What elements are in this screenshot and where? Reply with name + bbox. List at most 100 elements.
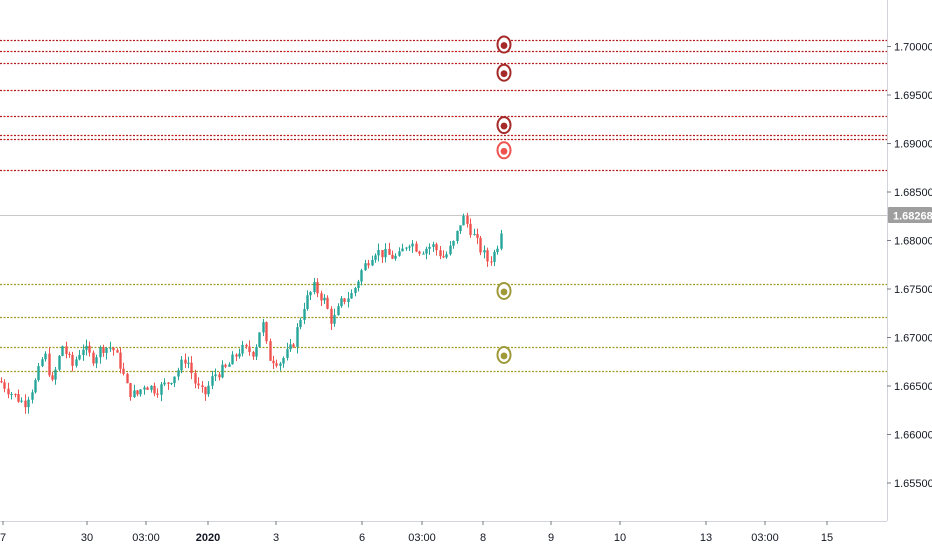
candle-body	[350, 293, 353, 299]
candle	[116, 348, 119, 353]
time-tick-label: 15	[821, 532, 833, 544]
resistance-marker-1[interactable]	[496, 63, 512, 82]
price-tick-label: 1.70000	[894, 42, 932, 54]
candle-body	[156, 393, 159, 395]
time-tick-label: 13	[700, 532, 712, 544]
candle	[357, 279, 360, 292]
horizontal-levels	[0, 39, 887, 373]
candle-body	[177, 370, 180, 377]
candle	[408, 244, 411, 252]
candle	[296, 323, 299, 354]
candle	[347, 291, 350, 308]
candle	[58, 354, 61, 372]
candle-body	[68, 353, 71, 355]
candle	[184, 353, 187, 368]
candle	[248, 340, 251, 356]
price-axis[interactable]: 1.70000 1.69500 1.69000 1.68500 1.68000 1.675…	[887, 0, 932, 521]
candle-body	[469, 223, 472, 235]
candle-body	[221, 364, 224, 378]
resistance-marker-3[interactable]	[496, 141, 512, 160]
candle	[167, 382, 170, 390]
price-tick-label: 1.68000	[894, 236, 932, 248]
candle-body	[197, 383, 200, 386]
support-marker-0[interactable]	[496, 281, 512, 300]
candle-body	[306, 295, 309, 309]
candle-body	[483, 250, 486, 253]
candle	[479, 235, 482, 256]
time-tick-label: 9	[548, 532, 554, 544]
candle-body	[129, 383, 132, 398]
candle-body	[160, 384, 163, 395]
candle-body	[146, 387, 149, 390]
candle-body	[211, 376, 214, 386]
candle-body	[180, 359, 183, 371]
candle	[3, 379, 6, 393]
price-tick-label: 1.66500	[894, 381, 932, 393]
candle-body	[374, 255, 377, 260]
candle-body	[411, 243, 414, 247]
candle	[360, 268, 363, 286]
candle-body	[31, 392, 34, 400]
candle-body	[224, 364, 227, 367]
candle	[384, 243, 387, 263]
candle	[136, 390, 139, 397]
candle	[153, 382, 156, 397]
candle	[71, 351, 74, 372]
candle	[388, 242, 391, 255]
candle-body	[204, 387, 207, 395]
candle	[85, 339, 88, 356]
candle-body	[24, 400, 27, 408]
candle-body	[479, 237, 482, 253]
candle	[99, 345, 102, 364]
resistance-marker-0-dot	[500, 42, 508, 49]
candle-body	[14, 393, 17, 395]
candle	[156, 388, 159, 398]
candle-body	[102, 347, 105, 353]
candle-body	[452, 241, 455, 246]
candle	[252, 350, 255, 360]
candle-body	[326, 297, 329, 309]
candle-body	[459, 225, 462, 231]
candle	[194, 369, 197, 389]
candle	[78, 349, 81, 361]
candle-body	[7, 388, 10, 395]
candle	[82, 344, 85, 361]
support-marker-1[interactable]	[496, 345, 512, 364]
candle	[61, 345, 64, 357]
time-tick-label: 3	[273, 532, 279, 544]
candle-body	[299, 319, 302, 328]
candle	[129, 382, 132, 401]
time-tick-label: 03:00	[132, 532, 160, 544]
candle-body	[119, 352, 122, 369]
candle-body	[17, 394, 20, 402]
candle-body	[187, 362, 190, 364]
candle	[330, 306, 333, 331]
resistance-marker-0[interactable]	[496, 35, 512, 54]
price-tick-label: 1.67500	[894, 284, 932, 296]
candle	[364, 259, 367, 271]
candle-body	[357, 281, 360, 288]
candle	[190, 356, 193, 380]
candle-body	[340, 298, 343, 307]
candle-body	[10, 393, 13, 395]
candle	[204, 386, 207, 401]
candle	[173, 376, 176, 388]
candle-body	[432, 244, 435, 247]
candle-body	[309, 292, 312, 296]
time-axis[interactable]: 7 30 03:00 2020 3 6 03:00 8 9 10 13 03:00 15	[0, 521, 887, 544]
resistance-marker-2[interactable]	[496, 116, 512, 135]
candle	[432, 241, 435, 252]
candle-body	[252, 352, 255, 357]
candle-body	[371, 259, 374, 266]
candle-body	[279, 363, 282, 366]
candle-body	[82, 349, 85, 355]
candle-body	[105, 347, 108, 353]
candle	[435, 242, 438, 256]
candle	[75, 356, 78, 368]
candle-body	[133, 390, 136, 398]
candle	[483, 245, 486, 259]
candle	[109, 341, 112, 352]
candle	[391, 250, 394, 260]
candle-body	[37, 366, 40, 381]
